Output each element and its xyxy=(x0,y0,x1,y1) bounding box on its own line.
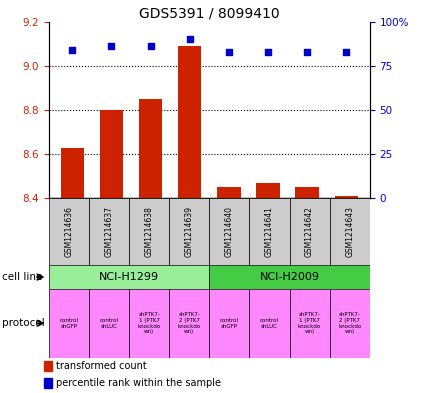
Bar xyxy=(289,289,330,358)
Bar xyxy=(169,198,209,265)
Bar xyxy=(44,378,52,387)
Bar xyxy=(217,187,241,198)
Bar xyxy=(209,289,249,358)
Bar xyxy=(256,183,280,198)
Bar xyxy=(334,196,358,198)
Text: control
shLUC: control shLUC xyxy=(99,318,119,329)
Text: NCI-H1299: NCI-H1299 xyxy=(99,272,159,282)
Point xyxy=(147,43,154,50)
Bar xyxy=(49,198,89,265)
Text: GSM1214638: GSM1214638 xyxy=(144,206,154,257)
Text: percentile rank within the sample: percentile rank within the sample xyxy=(56,378,221,387)
Text: control
shGFP: control shGFP xyxy=(220,318,239,329)
Bar xyxy=(49,289,89,358)
Text: shPTK7-
1 (PTK7
knockdo
wn): shPTK7- 1 (PTK7 knockdo wn) xyxy=(138,312,161,334)
Bar xyxy=(139,99,162,198)
Bar xyxy=(89,289,129,358)
Text: cell line: cell line xyxy=(2,272,42,282)
Text: control
shLUC: control shLUC xyxy=(260,318,279,329)
Bar xyxy=(61,148,84,198)
Bar xyxy=(178,46,201,198)
Text: GSM1214636: GSM1214636 xyxy=(65,206,74,257)
Bar xyxy=(249,289,289,358)
Point xyxy=(108,43,115,50)
Text: GSM1214642: GSM1214642 xyxy=(305,206,314,257)
Point xyxy=(304,48,311,55)
Point xyxy=(226,48,232,55)
Bar xyxy=(169,289,209,358)
Bar xyxy=(209,198,249,265)
Point xyxy=(186,36,193,42)
Point xyxy=(265,48,272,55)
Text: GSM1214643: GSM1214643 xyxy=(345,206,354,257)
Title: GDS5391 / 8099410: GDS5391 / 8099410 xyxy=(139,6,280,20)
Bar xyxy=(49,265,209,289)
Text: GSM1214639: GSM1214639 xyxy=(185,206,194,257)
Text: shPTK7-
1 (PTK7
knockdo
wn): shPTK7- 1 (PTK7 knockdo wn) xyxy=(298,312,321,334)
Point xyxy=(343,48,350,55)
Bar xyxy=(89,198,129,265)
Bar xyxy=(100,110,123,198)
Text: GSM1214637: GSM1214637 xyxy=(105,206,113,257)
Text: transformed count: transformed count xyxy=(56,361,146,371)
Bar xyxy=(209,265,370,289)
Text: protocol: protocol xyxy=(2,318,45,328)
Bar xyxy=(289,198,330,265)
Bar xyxy=(129,198,169,265)
Bar xyxy=(330,289,370,358)
Bar xyxy=(249,198,289,265)
Point xyxy=(69,47,76,53)
Text: control
shGFP: control shGFP xyxy=(60,318,79,329)
Text: GSM1214641: GSM1214641 xyxy=(265,206,274,257)
Bar xyxy=(44,361,52,371)
Bar xyxy=(129,289,169,358)
Text: NCI-H2009: NCI-H2009 xyxy=(260,272,320,282)
Text: shPTK7-
2 (PTK7
knockdo
wn): shPTK7- 2 (PTK7 knockdo wn) xyxy=(178,312,201,334)
Bar xyxy=(330,198,370,265)
Text: shPTK7-
2 (PTK7
knockdo
wn): shPTK7- 2 (PTK7 knockdo wn) xyxy=(338,312,361,334)
Bar xyxy=(295,187,319,198)
Text: GSM1214640: GSM1214640 xyxy=(225,206,234,257)
